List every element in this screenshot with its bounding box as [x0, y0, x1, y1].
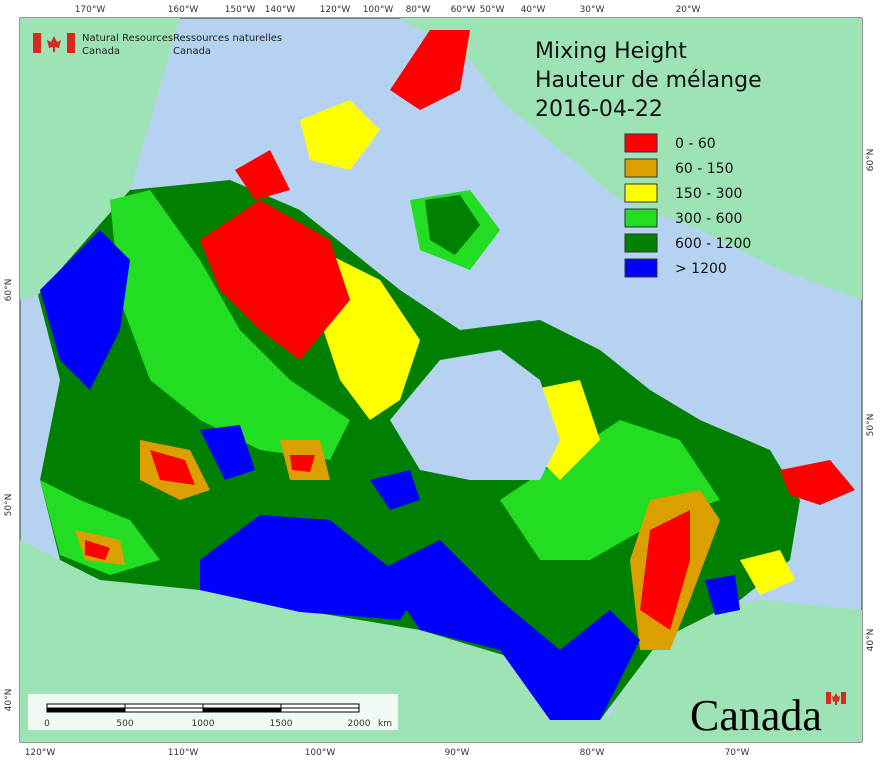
scale-label: 500 [116, 719, 133, 729]
title: Hauteur de mélange [535, 68, 762, 93]
scale-segment [202, 707, 282, 713]
lat-label: 60°N [866, 149, 876, 172]
lat-label: 50°N [4, 494, 14, 517]
lat-label: 60°N [4, 279, 14, 302]
lon-label: 80°W [406, 5, 431, 15]
legend-label: 300 - 600 [675, 211, 742, 227]
lon-label: 60°W [451, 5, 476, 15]
lon-label: 100°W [305, 748, 336, 758]
legend: 0 - 60 60 - 150 150 - 300 300 - 600 600 - 12… [624, 133, 751, 278]
agency-en: Canada [82, 46, 120, 57]
legend-label: > 1200 [675, 261, 727, 277]
lon-label: 50°W [480, 5, 505, 15]
lon-label: 70°W [725, 748, 750, 758]
legend-swatch [624, 158, 658, 178]
scale-segment [280, 703, 360, 709]
scale-label: 0 [44, 719, 50, 729]
lon-label: 170°W [75, 5, 106, 15]
agency-fr: Ressources naturelles [173, 33, 282, 44]
lon-label: 120°W [25, 748, 56, 758]
scale-label: 1500 [270, 719, 293, 729]
lon-label: 140°W [265, 5, 296, 15]
lat-label: 50°N [866, 414, 876, 437]
mixing-height-field [38, 30, 855, 720]
wordmark-text: Canada [690, 691, 822, 740]
legend-swatch [624, 133, 658, 153]
legend-swatch [624, 183, 658, 203]
scale-segment [202, 703, 282, 709]
scale-segment [124, 703, 204, 709]
legend-swatch [624, 258, 658, 278]
legend-label: 600 - 1200 [675, 236, 751, 252]
lon-label: 150°W [225, 5, 256, 15]
lon-label: 20°W [676, 5, 701, 15]
legend-label: 60 - 150 [675, 161, 734, 177]
scale-bar: 0 500 1000 1500 2000 km [28, 694, 398, 730]
legend-label: 0 - 60 [675, 136, 716, 152]
scale-label: 1000 [192, 719, 215, 729]
scale-segment [46, 703, 126, 709]
scale-segment [46, 707, 126, 713]
lon-label: 120°W [320, 5, 351, 15]
graticule-labels: 170°W 160°W 150°W 140°W 120°W 100°W 80°W 60°W 50… [4, 5, 876, 758]
scale-segment [124, 707, 204, 713]
lon-label: 110°W [168, 748, 199, 758]
lon-label: 90°W [445, 748, 470, 758]
scale-label: km [378, 719, 392, 729]
lon-label: 30°W [580, 5, 605, 15]
scale-label: 2000 [348, 719, 371, 729]
date: 2016-04-22 [535, 97, 663, 122]
legend-swatch [624, 208, 658, 228]
legend-swatch [624, 233, 658, 253]
title: Mixing Height [535, 39, 687, 64]
lat-label: 40°N [866, 629, 876, 652]
lat-label: 40°N [4, 689, 14, 712]
legend-label: 150 - 300 [675, 186, 742, 202]
lon-label: 40°W [521, 5, 546, 15]
lon-label: 160°W [168, 5, 199, 15]
agency-logo: Natural Resources Canada Ressources natu… [33, 33, 282, 57]
lon-label: 80°W [580, 748, 605, 758]
wordmark: Canada [690, 691, 846, 740]
scale-segment [280, 707, 360, 713]
agency-fr: Canada [173, 46, 211, 57]
agency-en: Natural Resources [82, 33, 173, 44]
lon-label: 100°W [363, 5, 394, 15]
